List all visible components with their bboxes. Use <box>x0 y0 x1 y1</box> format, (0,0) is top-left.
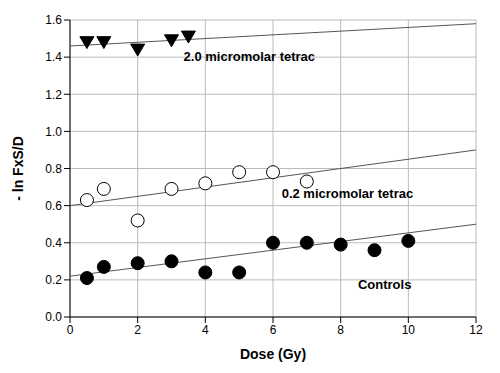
svg-text:0.8: 0.8 <box>45 162 62 176</box>
svg-text:0.2 micromolar tetrac: 0.2 micromolar tetrac <box>282 186 414 201</box>
svg-text:Dose (Gy): Dose (Gy) <box>240 346 306 362</box>
svg-text:0: 0 <box>67 323 74 337</box>
svg-text:0.0: 0.0 <box>45 310 62 324</box>
svg-text:Controls: Controls <box>358 277 411 292</box>
svg-text:10: 10 <box>402 323 416 337</box>
svg-text:2.0 micromolar tetrac: 2.0 micromolar tetrac <box>184 49 316 64</box>
svg-text:6: 6 <box>270 323 277 337</box>
svg-text:0.4: 0.4 <box>45 236 62 250</box>
svg-text:0.6: 0.6 <box>45 199 62 213</box>
svg-text:8: 8 <box>337 323 344 337</box>
svg-text:1.6: 1.6 <box>45 13 62 27</box>
svg-text:0.2: 0.2 <box>45 273 62 287</box>
svg-text:1.2: 1.2 <box>45 88 62 102</box>
svg-text:12: 12 <box>469 323 483 337</box>
svg-text:- ln FxS/D: - ln FxS/D <box>10 136 26 201</box>
svg-text:2: 2 <box>134 323 141 337</box>
svg-text:1.0: 1.0 <box>45 125 62 139</box>
svg-text:4: 4 <box>202 323 209 337</box>
svg-text:1.4: 1.4 <box>45 50 62 64</box>
